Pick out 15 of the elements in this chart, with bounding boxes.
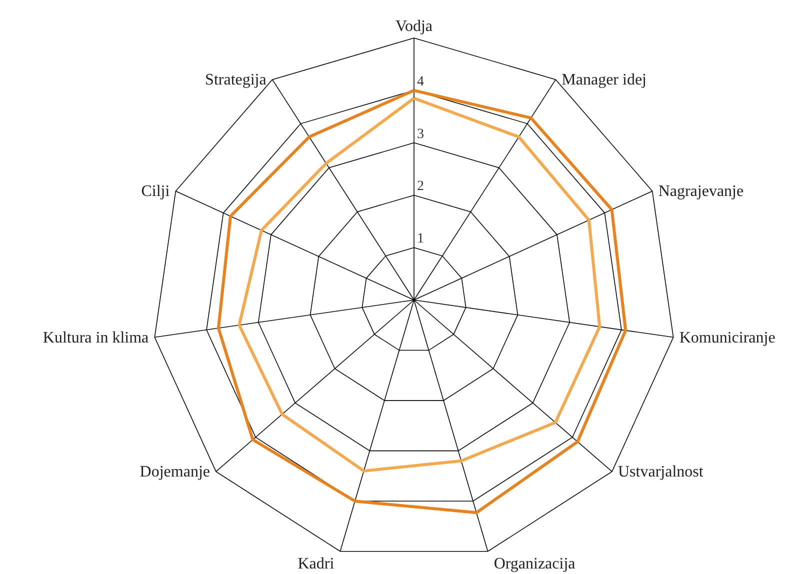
spoke-label: Dojemanje [140, 464, 210, 481]
spoke-label: Strategija [205, 72, 266, 89]
spoke-label: Komuniciranje [679, 329, 776, 346]
y-tick-label: 4 [417, 74, 424, 90]
spoke-label: Vodja [395, 18, 433, 35]
spoke-label: Manager idej [562, 72, 647, 89]
spoke-label: Nagrajevanje [658, 183, 744, 200]
spoke-label: Kultura in klima [42, 329, 149, 346]
spoke-label: Cilji [141, 183, 170, 200]
spoke-label: Ustvarjalnost [618, 464, 704, 481]
spoke-label: Kadri [298, 555, 335, 572]
y-tick-label: 2 [417, 179, 424, 194]
spoke-label: Organizacija [494, 555, 576, 572]
y-tick-label: 3 [417, 126, 424, 142]
y-tick-label: 1 [417, 232, 424, 247]
